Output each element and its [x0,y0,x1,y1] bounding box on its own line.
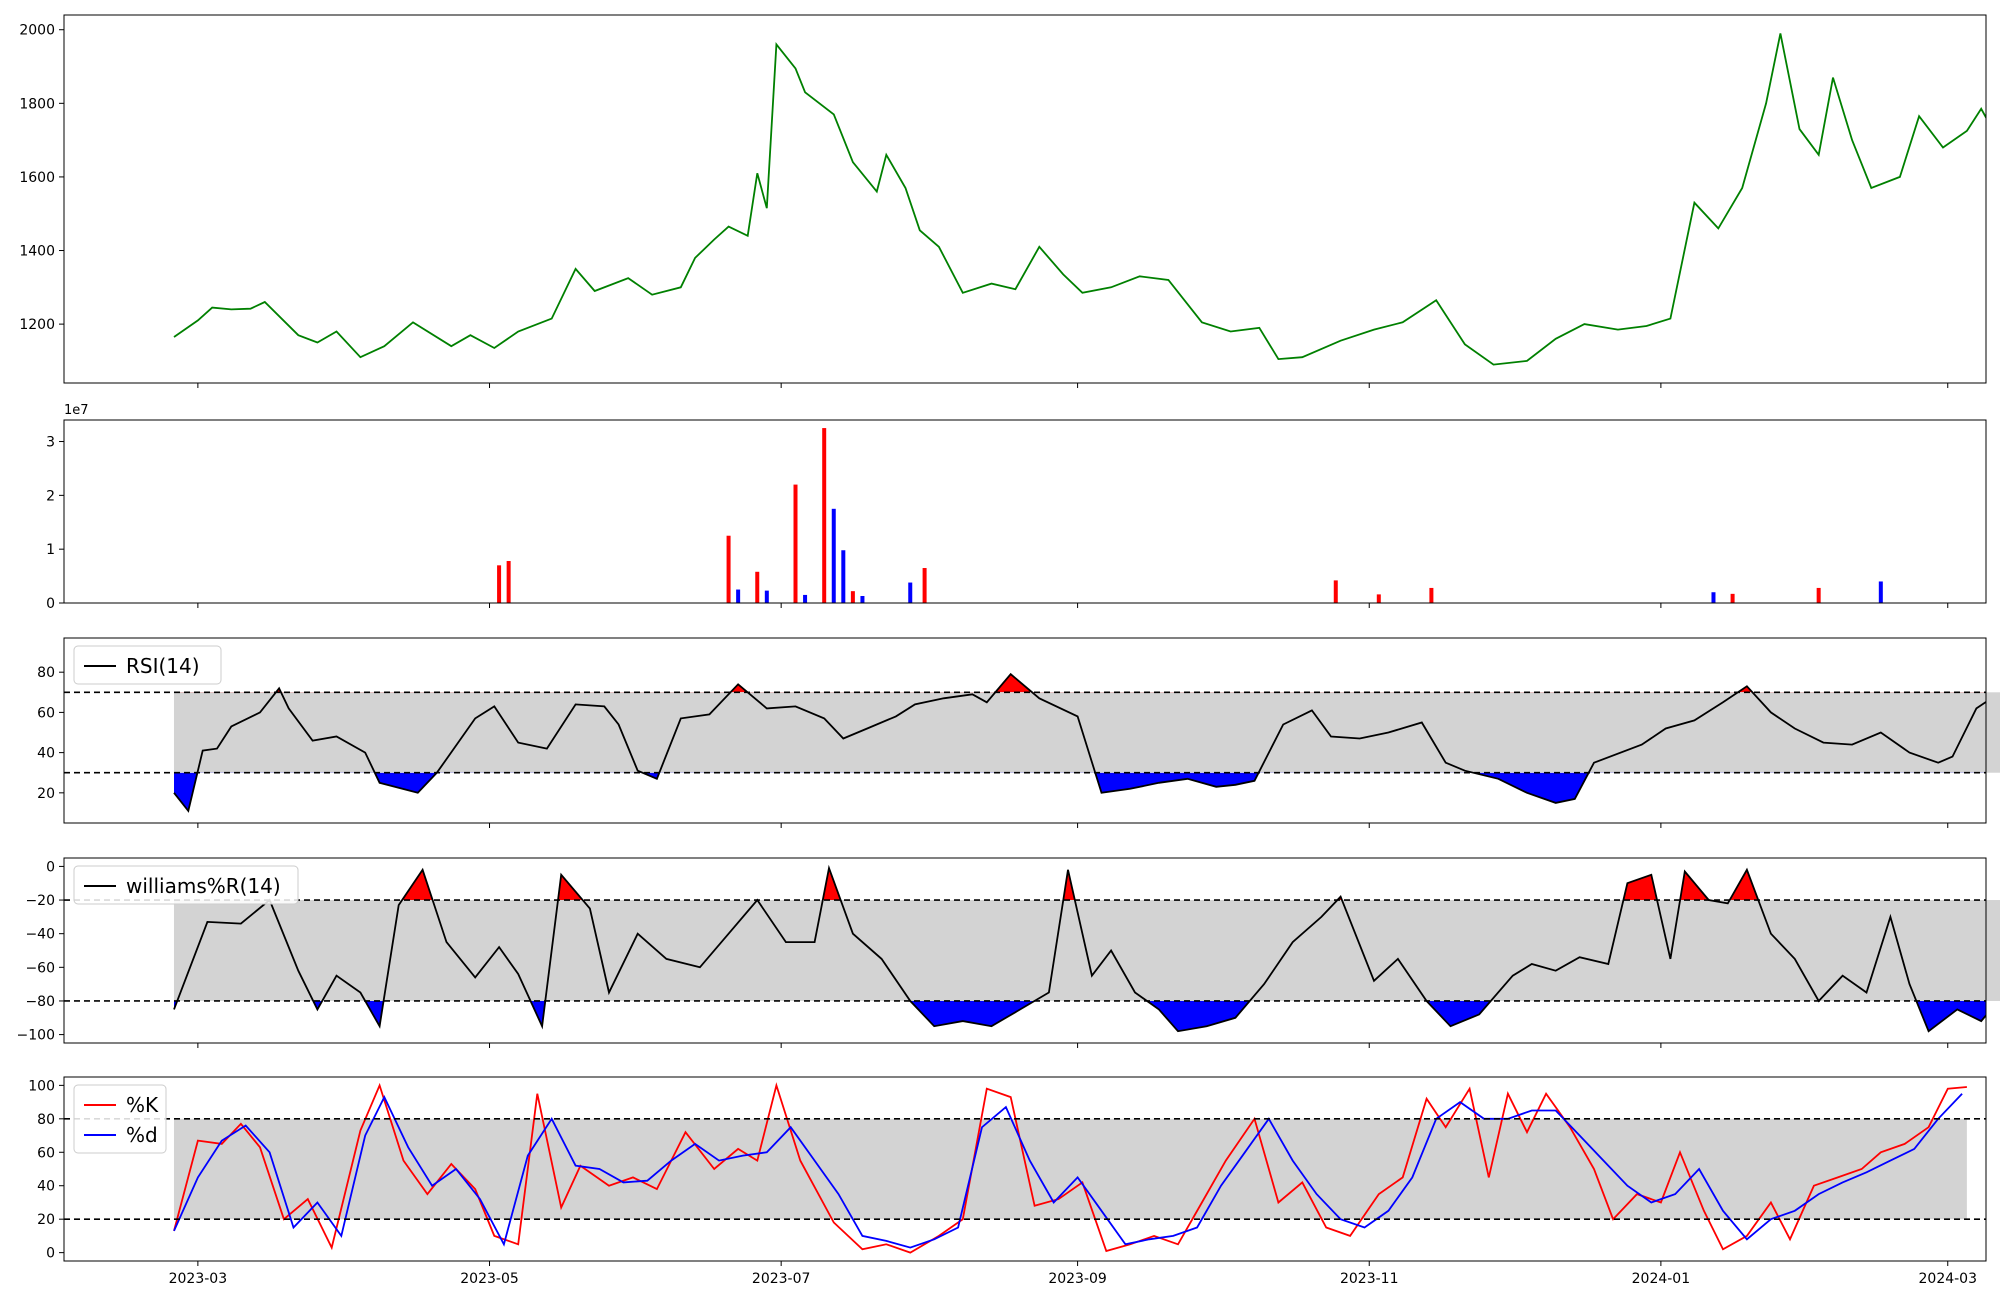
overbought-fill [275,674,1753,693]
plot-frame [63,637,1987,824]
y-tick-label: 20 [37,1212,55,1228]
y-tick-label: 1 [46,542,55,558]
rsi-panel: 20 40 60 80 RSI(14) [37,637,2000,828]
legend-box [73,865,299,905]
y-tick-label: 60 [37,1145,55,1161]
legend-label: williams%R(14) [126,874,281,898]
oversold-fill [174,772,1589,811]
stochastic-panel: 0 20 40 60 80 100 2023-03 2023-05 2023-07 2023-09… [28,1076,1987,1287]
y-tick-label: 0 [46,596,55,612]
neutral-band [173,692,2000,773]
plot-frame [63,419,1987,604]
volume-bar [822,428,827,603]
y-tick-label: −40 [25,927,55,943]
volume-bar [1711,592,1716,603]
legend-label: RSI(14) [126,654,200,678]
y-tick-label: 40 [37,1179,55,1195]
volume-bar [1816,587,1821,603]
volume-bar [922,568,927,603]
volume-bar [908,582,913,603]
legend-label: %K [126,1093,159,1117]
y-tick-label: 3 [46,435,55,451]
volume-panel: 0 1 2 3 [46,419,1987,612]
price-panel: 1200 1400 1600 1800 2000 [19,14,1987,388]
percent-d-line [173,1093,1963,1249]
y-tick-label: 80 [37,1112,55,1128]
x-tick-label: 2023-03 [169,1271,228,1287]
volume-bar [1376,594,1381,603]
y-tick-label: 40 [37,746,55,762]
plot-frame [63,857,1987,1044]
volume-scale-label: 1e7 [64,403,89,418]
volume-bar [850,591,855,603]
williams-r-panel: 0 −20 −40 −60 −80 −100 williams%R(14) [17,857,2000,1048]
volume-bar [860,596,865,603]
y-tick-label: 0 [46,1246,55,1262]
neutral-band [173,1118,1967,1220]
volume-bar [803,594,808,603]
volume-bar [736,589,741,603]
volume-bar [755,571,760,603]
x-tick-label: 2023-11 [1340,1271,1399,1287]
y-tick-label: 1600 [19,170,55,186]
plot-frame [63,1076,1987,1262]
y-tick-label: −60 [25,960,55,976]
volume-bar [1878,581,1883,603]
x-tick-label: 2023-05 [460,1271,519,1287]
x-tick-label: 2024-01 [1632,1271,1691,1287]
x-tick-label: 2024-03 [1919,1271,1978,1287]
y-tick-label: −80 [25,994,55,1010]
plot-frame [63,14,1987,384]
y-tick-label: −20 [25,893,55,909]
volume-bar [764,590,769,603]
volume-bar [726,535,731,603]
y-tick-label: 1200 [19,317,55,333]
volume-bar [497,565,502,603]
y-tick-label: 0 [46,859,55,875]
y-tick-label: 20 [37,786,55,802]
y-tick-label: 2000 [19,23,55,39]
williams-r-line [173,864,1986,1033]
y-tick-label: 1800 [19,96,55,112]
legend-label: %d [126,1123,158,1147]
price-line [173,33,1986,366]
y-tick-label: 100 [28,1078,55,1094]
rsi-line [173,672,1986,813]
volume-bar [841,550,846,603]
volume-bar [1429,587,1434,603]
y-tick-label: 2 [46,488,55,504]
x-tick-label: 2023-09 [1048,1271,1107,1287]
y-tick-label: −100 [17,1028,55,1044]
percent-k-line [173,1082,1967,1254]
y-tick-label: 80 [37,665,55,681]
x-tick-label: 2023-07 [752,1271,811,1287]
volume-bar [793,484,798,603]
volume-bar [831,508,836,603]
volume-bar [1333,580,1338,603]
volume-bar [506,561,511,603]
y-tick-label: 1400 [19,244,55,260]
volume-bar [1730,593,1735,603]
legend-box [73,645,222,685]
y-tick-label: 60 [37,705,55,721]
